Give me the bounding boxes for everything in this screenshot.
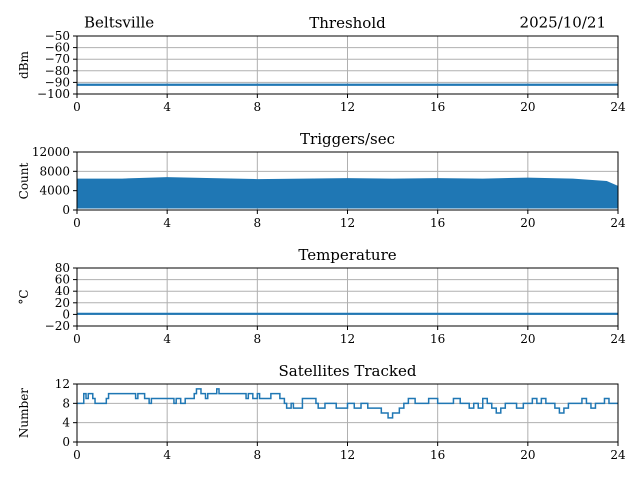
- y-tick-label: 0: [62, 307, 70, 321]
- y-tick-label: 8: [62, 396, 70, 410]
- x-tick-label: 8: [254, 216, 262, 230]
- x-tick-label: 8: [254, 448, 262, 462]
- x-tick-label: 4: [163, 448, 171, 462]
- y-tick-label: −90: [45, 75, 70, 89]
- x-tick-label: 20: [520, 332, 535, 346]
- x-tick-label: 12: [340, 332, 355, 346]
- y-axis-label: Count: [17, 162, 31, 199]
- x-tick-label: 16: [430, 216, 445, 230]
- x-tick-label: 0: [73, 100, 81, 114]
- x-tick-label: 12: [340, 100, 355, 114]
- location-label: Beltsville: [84, 14, 154, 32]
- y-tick-label: 12000: [32, 145, 70, 159]
- x-tick-label: 8: [254, 100, 262, 114]
- y-tick-label: 4000: [39, 184, 70, 198]
- panel-title: Temperature: [298, 246, 396, 264]
- y-tick-label: −50: [45, 29, 70, 43]
- x-tick-label: 16: [430, 100, 445, 114]
- x-tick-label: 0: [73, 448, 81, 462]
- y-tick-label: −100: [37, 87, 70, 101]
- x-tick-label: 24: [610, 448, 626, 462]
- series-group: [77, 177, 618, 209]
- panel-title: Triggers/sec: [300, 130, 395, 148]
- y-tick-label: −60: [45, 41, 70, 55]
- y-tick-label: −80: [45, 64, 70, 78]
- panel-title: Satellites Tracked: [279, 362, 417, 380]
- x-tick-label: 20: [520, 216, 535, 230]
- y-tick-label: 12: [55, 377, 70, 391]
- y-tick-label: 0: [62, 203, 70, 217]
- y-axis-label: °C: [17, 289, 31, 304]
- y-tick-label: 0: [62, 435, 70, 449]
- panel-1: 0 4 8 12 16 20 24 −100−90−80−70−60−50 Threshold d…: [17, 14, 626, 114]
- y-tick-label: 80: [55, 261, 70, 275]
- x-tick-label: 4: [163, 216, 171, 230]
- x-tick-label: 0: [73, 216, 81, 230]
- date-label: 2025/10/21: [520, 14, 606, 32]
- y-tick-label: 40: [55, 284, 70, 298]
- x-tick-label: 12: [340, 216, 355, 230]
- x-tick-label: 16: [430, 448, 445, 462]
- panel-4: 0 4 8 12 16 20 24 0 4 8 12 Satellites Tracked Number: [17, 362, 626, 462]
- x-tick-label: 16: [430, 332, 445, 346]
- y-tick-label: −70: [45, 52, 70, 66]
- y-axis-label: dBm: [17, 50, 31, 79]
- series-group: [77, 388, 618, 419]
- x-tick-label: 4: [163, 332, 171, 346]
- chart-panels: 0 4 8 12 16 20 24 −100−90−80−70−60−50 Threshold d…: [17, 14, 626, 462]
- y-tick-label: −20: [45, 319, 70, 333]
- y-tick-label: 20: [55, 296, 70, 310]
- x-tick-label: 0: [73, 332, 81, 346]
- y-tick-label: 8000: [39, 164, 70, 178]
- y-tick-label: 60: [55, 273, 70, 287]
- x-tick-label: 24: [610, 100, 626, 114]
- series-line: [77, 388, 618, 419]
- panel-2: 0 4 8 12 16 20 24 0 4000 8000 12000 Triggers/sec Cou…: [17, 130, 626, 230]
- panel-title: Threshold: [309, 14, 386, 32]
- series-band: [77, 177, 618, 209]
- x-tick-label: 20: [520, 100, 535, 114]
- x-tick-label: 20: [520, 448, 535, 462]
- x-tick-label: 24: [610, 332, 626, 346]
- y-tick-label: 4: [62, 416, 70, 430]
- x-tick-label: 4: [163, 100, 171, 114]
- y-axis-label: Number: [17, 388, 31, 438]
- x-tick-label: 8: [254, 332, 262, 346]
- x-tick-label: 24: [610, 216, 626, 230]
- x-tick-label: 12: [340, 448, 355, 462]
